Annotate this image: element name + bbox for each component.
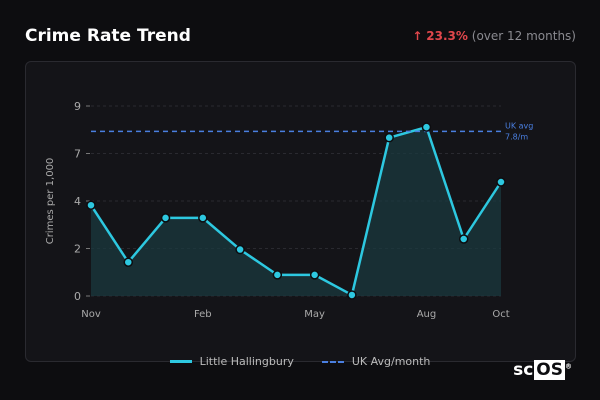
scos-logo: sc OS ® — [513, 360, 572, 380]
y-tick-label: 9 — [74, 100, 81, 113]
data-point — [235, 244, 245, 255]
legend-swatch-dashed — [321, 360, 344, 363]
x-tick-label: Nov — [81, 309, 101, 320]
up-arrow-icon: ↑ — [412, 29, 423, 43]
legend-label: UK Avg/month — [351, 355, 431, 368]
change-indicator: ↑ 23.3% (over 12 months) — [412, 29, 576, 43]
uk-avg-label: UK avg — [505, 121, 533, 130]
data-point — [421, 122, 432, 132]
series-area — [91, 127, 501, 296]
change-period: (over 12 months) — [471, 29, 576, 43]
data-point — [384, 132, 394, 143]
uk-avg-value: 7.8/m — [505, 132, 528, 141]
y-tick-label: 2 — [74, 243, 81, 256]
legend-swatch-solid — [169, 360, 192, 363]
legend: Little Hallingbury UK Avg/month — [0, 355, 600, 368]
x-tick-label: May — [304, 309, 325, 320]
legend-item-series[interactable]: Little Hallingbury — [169, 355, 294, 368]
y-axis-label: Crimes per 1,000 — [45, 158, 56, 245]
data-point — [198, 213, 208, 223]
data-point — [86, 200, 96, 210]
data-point — [458, 234, 469, 244]
series-line — [89, 125, 503, 297]
data-point — [496, 177, 506, 187]
data-point — [347, 290, 357, 300]
data-point — [160, 213, 171, 223]
y-tick-label: 0 — [74, 290, 81, 303]
y-tick-label: 7 — [74, 148, 81, 161]
change-value: 23.3% — [426, 29, 468, 43]
legend-item-uk-avg[interactable]: UK Avg/month — [321, 355, 431, 368]
page-title: Crime Rate Trend — [25, 26, 191, 46]
x-tick-label: Oct — [492, 309, 509, 320]
legend-label: Little Hallingbury — [199, 355, 294, 368]
data-point — [272, 270, 283, 280]
data-point — [309, 270, 320, 280]
x-tick-label: Feb — [194, 309, 212, 320]
y-tick-label: 4 — [74, 195, 81, 208]
data-point — [123, 257, 134, 267]
x-tick-label: Aug — [417, 309, 437, 320]
